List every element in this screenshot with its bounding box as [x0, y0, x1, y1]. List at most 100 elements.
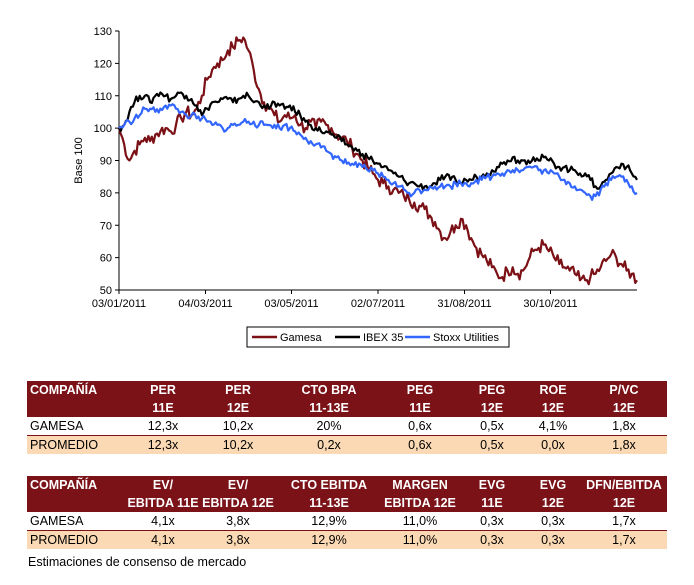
table-cell: 1,7x [581, 530, 667, 549]
table-cell: 10,2x [199, 417, 277, 436]
table-cell: PROMEDIO [27, 530, 127, 549]
valuation-table-1: COMPAÑÍA PER PER CTO BPA PEG PEG ROE P/V… [27, 381, 667, 454]
header-cell: COMPAÑÍA [27, 381, 127, 399]
header-cell [27, 494, 127, 512]
series-line-gamesa [117, 36, 638, 286]
footnote: Estimaciones de consenso de mercado [28, 555, 247, 569]
header-cell: EVG [525, 476, 581, 494]
y-tick-label: 130 [94, 26, 112, 38]
table-cell: 0,0x [525, 435, 581, 454]
y-tick-label: 80 [100, 188, 112, 200]
x-tick-label: 31/08/2011 [437, 298, 491, 310]
header-cell: EBITDA 11E [127, 494, 199, 512]
table-cell: 4,1% [525, 417, 581, 436]
legend-label: IBEX 35 [363, 332, 403, 344]
table-cell: 3,8x [199, 512, 277, 531]
table-cell: 12,9% [277, 530, 381, 549]
table-cell: 4,1x [127, 530, 199, 549]
header-cell: 12E [581, 399, 667, 417]
header-cell: DFN/EBITDA [581, 476, 667, 494]
header-cell: 11-13E [277, 494, 381, 512]
y-tick-label: 60 [100, 253, 112, 265]
header-cell: 12E [525, 494, 581, 512]
header-cell: 12E [581, 494, 667, 512]
table-cell: 0,3x [525, 512, 581, 531]
chart-legend: Gamesa IBEX 35 Stoxx Utilities [246, 326, 510, 348]
table-row: GAMESA 4,1x 3,8x 12,9% 11,0% 0,3x 0,3x 1… [27, 512, 667, 531]
table-cell: 3,8x [199, 530, 277, 549]
y-tick-label: 50 [100, 285, 112, 297]
header-cell: EBITDA 12E [381, 494, 459, 512]
x-tick-label: 03/01/2011 [92, 298, 146, 310]
table-header-row: 11E 12E 11-13E 11E 12E 12E 12E [27, 399, 667, 417]
y-tick-label: 110 [94, 91, 112, 103]
table-row: PROMEDIO 4,1x 3,8x 12,9% 11,0% 0,3x 0,3x… [27, 530, 667, 549]
header-cell: 12E [525, 399, 581, 417]
header-cell: 12E [459, 399, 525, 417]
table-cell: 12,9% [277, 512, 381, 531]
header-cell: 11E [459, 494, 525, 512]
header-cell: PER [199, 381, 277, 399]
table-cell: 11,0% [381, 512, 459, 531]
table-cell: 0,3x [459, 530, 525, 549]
chart-series [117, 36, 638, 286]
table-cell: GAMESA [27, 512, 127, 531]
x-tick-label: 30/10/2011 [523, 298, 577, 310]
header-cell: PER [127, 381, 199, 399]
series-line-ibex-35 [118, 91, 638, 191]
header-cell [27, 399, 127, 417]
table-cell: 0,3x [459, 512, 525, 531]
header-cell: 12E [199, 399, 277, 417]
table-cell: 0,2x [277, 435, 381, 454]
header-cell: CTO EBITDA [277, 476, 381, 494]
table-header-row: EBITDA 11E EBITDA 12E 11-13E EBITDA 12E … [27, 494, 667, 512]
table-row: GAMESA 12,3x 10,2x 20% 0,6x 0,5x 4,1% 1,… [27, 417, 667, 436]
legend-box [246, 326, 510, 348]
x-tick-label: 03/05/2011 [264, 298, 318, 310]
table-cell: 0,6x [381, 435, 459, 454]
y-tick-label: 70 [100, 220, 112, 232]
header-cell: 11E [381, 399, 459, 417]
table-cell: 1,8x [581, 435, 667, 454]
header-cell: 11-13E [277, 399, 381, 417]
header-cell: EV/ [199, 476, 277, 494]
valuation-table-2: COMPAÑÍA EV/ EV/ CTO EBITDA MARGEN EVG E… [27, 476, 667, 549]
legend-label: Gamesa [280, 332, 322, 344]
header-cell: COMPAÑÍA [27, 476, 127, 494]
chart-axes: 50 60 70 80 90 100 110 120 130 03/01/2011 04/03/20… [73, 26, 637, 310]
table-cell: 0,6x [381, 417, 459, 436]
table-cell: 0,5x [459, 435, 525, 454]
x-tick-label: 02/07/2011 [351, 298, 405, 310]
table-cell: 12,3x [127, 435, 199, 454]
header-cell: CTO BPA [277, 381, 381, 399]
table-cell: 20% [277, 417, 381, 436]
header-cell: PEG [381, 381, 459, 399]
table-cell: 4,1x [127, 512, 199, 531]
legend-label: Stoxx Utilities [433, 332, 500, 344]
header-cell: PEG [459, 381, 525, 399]
y-tick-label: 100 [94, 123, 112, 135]
table-cell: 11,0% [381, 530, 459, 549]
header-cell: ROE [525, 381, 581, 399]
table-cell: PROMEDIO [27, 435, 127, 454]
y-axis-label: Base 100 [73, 137, 85, 183]
series-line-stoxx-utilities [118, 103, 638, 201]
table-cell: 1,8x [581, 417, 667, 436]
header-cell: EBITDA 12E [199, 494, 277, 512]
table-row: PROMEDIO 12,3x 10,2x 0,2x 0,6x 0,5x 0,0x… [27, 435, 667, 454]
table-cell: 0,5x [459, 417, 525, 436]
table-header-row: COMPAÑÍA EV/ EV/ CTO EBITDA MARGEN EVG E… [27, 476, 667, 494]
table-cell: 12,3x [127, 417, 199, 436]
table-header-row: COMPAÑÍA PER PER CTO BPA PEG PEG ROE P/V… [27, 381, 667, 399]
y-tick-label: 120 [94, 58, 112, 70]
table-cell: 0,3x [525, 530, 581, 549]
header-cell: P/VC [581, 381, 667, 399]
header-cell: 11E [127, 399, 199, 417]
table-cell: 1,7x [581, 512, 667, 531]
header-cell: EVG [459, 476, 525, 494]
header-cell: EV/ [127, 476, 199, 494]
x-tick-label: 04/03/2011 [178, 298, 232, 310]
header-cell: MARGEN [381, 476, 459, 494]
line-chart: 50 60 70 80 90 100 110 120 130 03/01/2011 04/03/20… [73, 26, 638, 348]
table-cell: GAMESA [27, 417, 127, 436]
